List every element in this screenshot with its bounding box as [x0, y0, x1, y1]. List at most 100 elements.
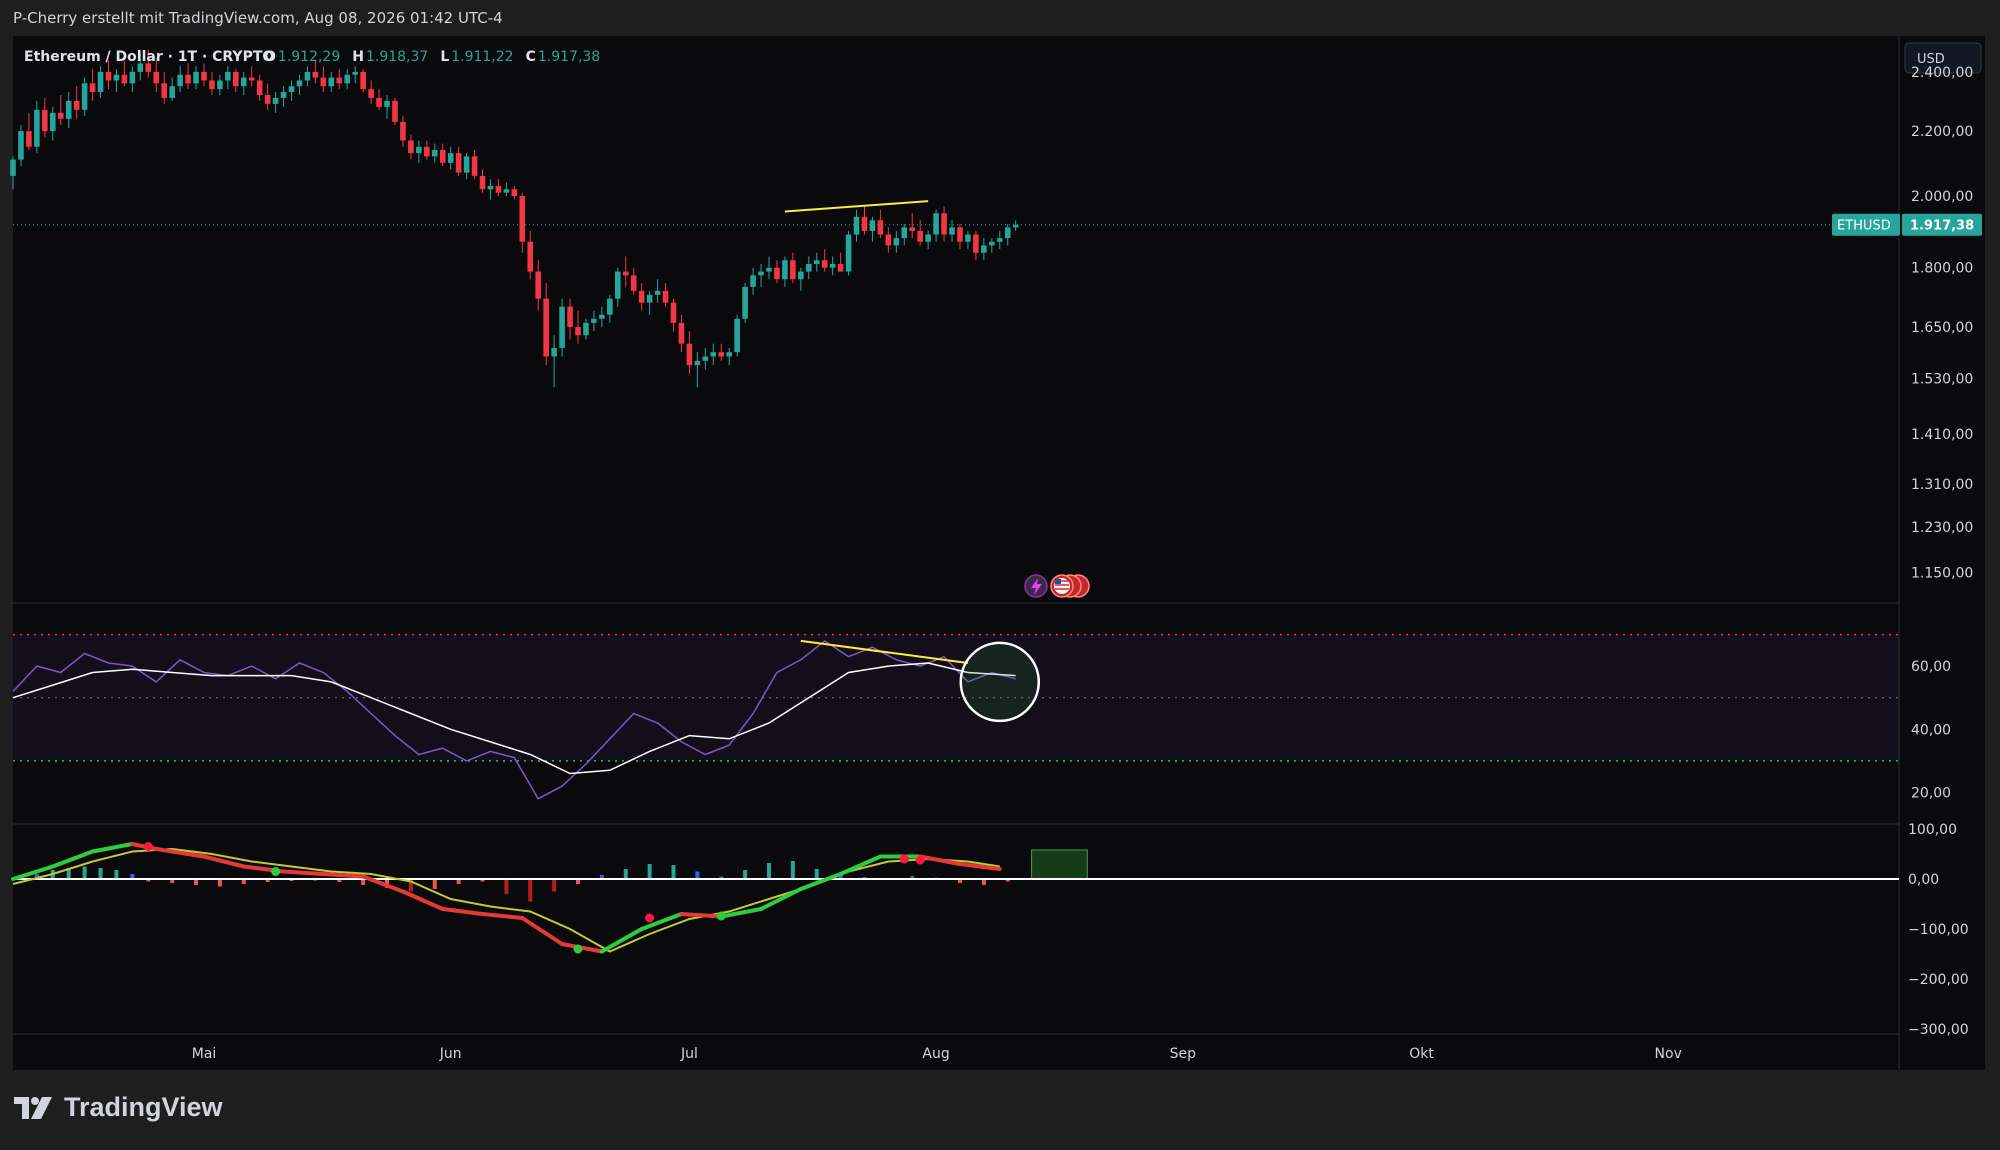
lightning-event-icon: [1031, 578, 1042, 595]
candle: [193, 66, 199, 90]
price-tick-label: 1.530,00: [1911, 371, 1973, 387]
candle-body: [169, 86, 175, 98]
last-price-tag: [1902, 213, 1982, 236]
candle-body: [312, 71, 319, 78]
candle: [447, 146, 454, 170]
currency-label[interactable]: USD: [1917, 52, 1945, 67]
candle: [42, 97, 48, 138]
candle: [646, 290, 653, 315]
candle: [965, 230, 971, 250]
candle-body: [320, 77, 327, 87]
header-bar: P-Cherry erstellt mit TradingView.com, A…: [0, 0, 2000, 36]
macd-line-segment: [201, 854, 246, 869]
macd-line-segment: [957, 862, 1002, 871]
candle: [439, 143, 446, 167]
candle-body: [225, 71, 231, 81]
candle: [837, 252, 844, 272]
candle-body: [583, 322, 589, 336]
candle: [280, 86, 287, 107]
candle-body: [18, 131, 24, 160]
macd-line-segment: [281, 869, 326, 876]
candle-body: [686, 343, 693, 366]
macd-histogram-bar: [981, 879, 986, 885]
candle: [638, 283, 645, 311]
candle-body: [89, 83, 96, 93]
candle: [57, 94, 64, 125]
candle: [248, 66, 255, 87]
candle-body: [678, 322, 685, 344]
candle: [368, 80, 374, 104]
candle-body: [400, 121, 406, 141]
macd-histogram-bar: [408, 879, 413, 892]
candle-body: [591, 318, 597, 323]
candle-body: [201, 71, 207, 81]
candle: [26, 112, 32, 150]
candle-body: [336, 77, 343, 84]
candle-body: [479, 175, 486, 190]
candle-body: [376, 97, 382, 107]
candle-body: [57, 112, 64, 119]
candle: [296, 74, 303, 95]
macd-cross-dot: [645, 913, 655, 923]
currency-button[interactable]: [1904, 42, 1982, 74]
candle-body: [209, 80, 215, 90]
candle-body: [718, 352, 725, 357]
candle-body: [121, 74, 128, 84]
candle: [750, 267, 756, 295]
macd-histogram-bar: [766, 863, 771, 879]
candle-body: [662, 290, 669, 303]
macd-histogram-bar: [719, 876, 724, 879]
candle-body: [495, 185, 502, 193]
rsi-line: [12, 639, 1016, 800]
candle: [662, 283, 669, 307]
candle-body: [408, 140, 414, 154]
candle-body: [1004, 227, 1011, 239]
ohlc-value: 1.918,37: [366, 49, 428, 65]
candle-body: [416, 146, 422, 154]
macd-histogram-bar: [910, 876, 915, 879]
candle-body: [837, 263, 844, 272]
candle: [630, 267, 637, 295]
macd-line-segment: [90, 842, 135, 854]
macd-histogram-bar: [528, 879, 533, 902]
candle-body: [153, 71, 160, 84]
macd-histogram-bar: [194, 879, 199, 885]
candle: [527, 230, 534, 280]
candle-body: [360, 71, 366, 90]
price-tick-label: 2.400,00: [1911, 65, 1973, 81]
candle-body: [957, 227, 963, 242]
candle-body: [129, 71, 136, 84]
candle-body: [519, 196, 526, 242]
candle: [328, 71, 335, 93]
candle: [352, 66, 358, 84]
candle-body: [193, 71, 199, 84]
brand-logo[interactable]: TradingView: [14, 1092, 223, 1123]
event-markers[interactable]: [1024, 574, 1090, 598]
candle: [495, 179, 502, 197]
candle-body: [559, 306, 565, 348]
macd-line-segment: [11, 864, 55, 881]
resistance-trendline: [784, 200, 929, 213]
macd-histogram-bar: [456, 879, 461, 884]
candle: [336, 69, 343, 90]
candle-body: [217, 80, 223, 90]
candle-body: [885, 234, 892, 246]
macd-histogram-bar: [217, 879, 222, 887]
macd-histogram-bar: [114, 870, 119, 879]
macd-tick-label: −300,00: [1908, 1022, 1969, 1038]
candle-body: [1012, 224, 1019, 228]
macd-cross-dot: [915, 855, 925, 865]
macd-line-segment: [50, 849, 95, 869]
candle-body: [233, 71, 239, 87]
candle-body: [726, 352, 732, 357]
time-tick-label: Jul: [680, 1046, 698, 1062]
candle: [973, 230, 979, 261]
price-tick-label: 2.200,00: [1911, 124, 1973, 140]
candle: [989, 238, 995, 253]
price-tick-label: 1.410,00: [1911, 427, 1973, 443]
candle-body: [710, 352, 717, 357]
candle: [137, 52, 144, 81]
candle: [312, 60, 319, 84]
macd-histogram-bar: [130, 874, 135, 879]
